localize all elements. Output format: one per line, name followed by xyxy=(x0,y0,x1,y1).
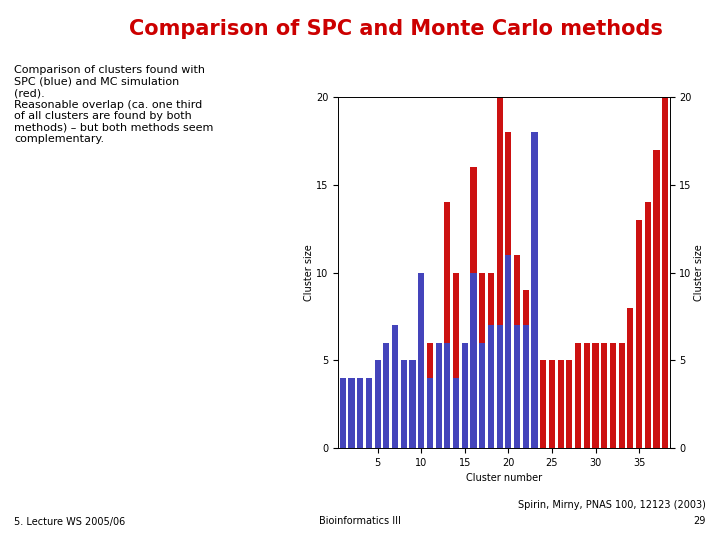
Bar xyxy=(348,378,354,448)
Text: Bioinformatics III: Bioinformatics III xyxy=(319,516,401,526)
Bar xyxy=(531,361,538,448)
Bar xyxy=(479,273,485,448)
Bar xyxy=(644,202,651,448)
Bar xyxy=(488,325,494,448)
Bar xyxy=(418,273,424,448)
Bar xyxy=(497,325,503,448)
Bar xyxy=(488,273,494,448)
Bar xyxy=(593,343,598,448)
Bar xyxy=(662,97,668,448)
Text: Comparison of clusters found with
SPC (blue) and MC simulation
(red).
Reasonable: Comparison of clusters found with SPC (b… xyxy=(14,65,214,144)
Bar xyxy=(654,150,660,448)
Bar xyxy=(540,361,546,448)
Bar xyxy=(505,255,511,448)
Bar xyxy=(470,167,477,448)
Y-axis label: Cluster size: Cluster size xyxy=(695,244,704,301)
Bar xyxy=(401,361,407,448)
Text: 29: 29 xyxy=(693,516,706,526)
Bar xyxy=(610,343,616,448)
Bar xyxy=(374,361,381,448)
Bar xyxy=(523,325,528,448)
Bar xyxy=(453,273,459,448)
Bar xyxy=(383,343,390,448)
Bar xyxy=(436,343,441,448)
Bar xyxy=(514,255,520,448)
Bar xyxy=(444,202,451,448)
Bar xyxy=(427,343,433,448)
Bar xyxy=(531,132,538,448)
Bar xyxy=(601,343,607,448)
Bar xyxy=(392,325,398,448)
Text: Spirin, Mirny, PNAS 100, 12123 (2003): Spirin, Mirny, PNAS 100, 12123 (2003) xyxy=(518,500,706,510)
Bar xyxy=(462,361,468,448)
Bar xyxy=(340,378,346,448)
Bar xyxy=(470,273,477,448)
Y-axis label: Cluster size: Cluster size xyxy=(304,244,313,301)
Text: Comparison of SPC and Monte Carlo methods: Comparison of SPC and Monte Carlo method… xyxy=(129,19,663,39)
Bar xyxy=(357,378,363,448)
Text: 5. Lecture WS 2005/06: 5. Lecture WS 2005/06 xyxy=(14,516,126,526)
Bar xyxy=(627,308,634,448)
Bar xyxy=(453,378,459,448)
Bar xyxy=(436,395,441,448)
Bar xyxy=(584,343,590,448)
Bar xyxy=(505,132,511,448)
Bar xyxy=(462,343,468,448)
Bar xyxy=(557,361,564,448)
Bar xyxy=(410,361,415,448)
Bar xyxy=(567,361,572,448)
Bar xyxy=(636,220,642,448)
Bar xyxy=(523,290,528,448)
Bar xyxy=(575,343,581,448)
X-axis label: Cluster number: Cluster number xyxy=(466,474,542,483)
Bar xyxy=(444,343,451,448)
Bar xyxy=(427,378,433,448)
Bar xyxy=(479,343,485,448)
Bar xyxy=(497,97,503,448)
Bar xyxy=(618,343,625,448)
Bar xyxy=(549,361,555,448)
Bar xyxy=(366,378,372,448)
Bar xyxy=(514,325,520,448)
